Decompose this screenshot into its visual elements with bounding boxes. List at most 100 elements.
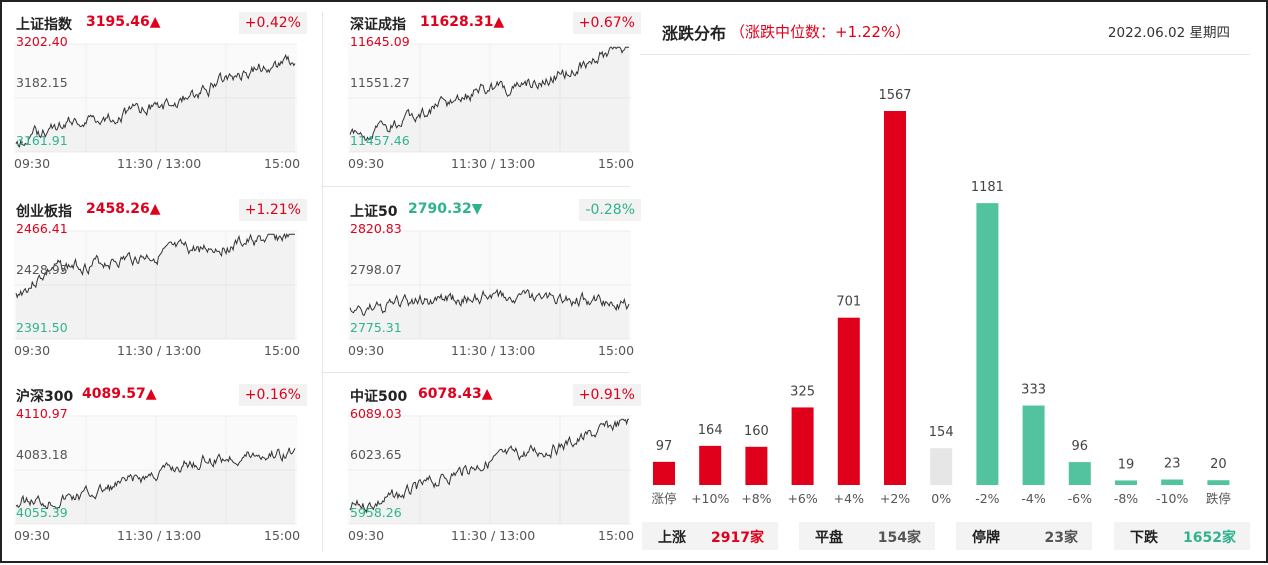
time-start: 09:30 xyxy=(14,156,51,171)
bar-category-label: +4% xyxy=(834,491,864,506)
summary-value: 154家 xyxy=(877,530,921,546)
index-sparkline xyxy=(348,415,631,525)
bar-11[interactable] xyxy=(1161,479,1184,485)
median-change: （涨跌中位数：+1.22%） xyxy=(730,23,911,41)
index-name: 创业板指 xyxy=(16,204,72,220)
bar-8[interactable] xyxy=(1022,405,1045,485)
bar-value-label: 325 xyxy=(790,384,815,399)
bar-category-label: -10% xyxy=(1156,491,1188,506)
bar-5[interactable] xyxy=(884,111,906,485)
bar-category-label: -4% xyxy=(1021,491,1045,506)
bar-category-label: -6% xyxy=(1068,491,1092,506)
tick-low: 5958.26 xyxy=(350,505,402,520)
bar-3[interactable] xyxy=(791,407,814,485)
bar-category-label: +10% xyxy=(691,491,729,506)
time-end: 15:00 xyxy=(264,528,301,543)
time-start: 09:30 xyxy=(348,156,385,171)
tick-mid: 4083.18 xyxy=(16,447,68,462)
index-change: -0.28% xyxy=(579,199,641,221)
tick-mid: 6023.65 xyxy=(350,447,402,462)
index-value: 6078.43▲ xyxy=(418,386,493,402)
index-card-hs300[interactable]: 沪深300 4089.57▲ +0.16% 4110.97 4083.18 40… xyxy=(14,374,309,554)
bar-value-label: 97 xyxy=(656,439,673,454)
tick-low: 4055.39 xyxy=(16,505,68,520)
bar-category-label: -8% xyxy=(1114,491,1138,506)
bar-6[interactable] xyxy=(930,448,953,485)
bar-value-label: 1181 xyxy=(971,180,1004,195)
time-mid: 11:30 / 13:00 xyxy=(117,343,202,358)
title-divider xyxy=(640,54,1250,55)
bar-category-label: 涨停 xyxy=(651,491,676,506)
bar-7[interactable] xyxy=(976,203,999,486)
spark-line xyxy=(15,232,295,299)
summary-label: 下跌 xyxy=(1130,530,1158,546)
tick-low: 2775.31 xyxy=(350,320,402,335)
bar-10[interactable] xyxy=(1115,480,1137,485)
summary-suspended: 停牌 23家 xyxy=(956,522,1092,550)
spark-line xyxy=(349,46,629,141)
bar-category-label: 跌停 xyxy=(1206,491,1231,506)
bar-value-label: 19 xyxy=(1118,457,1135,472)
index-value: 2458.26▲ xyxy=(86,201,161,217)
index-card-zz500[interactable]: 中证500 6078.43▲ +0.91% 6089.03 6023.65 59… xyxy=(348,374,643,554)
summary-label: 平盘 xyxy=(815,530,843,546)
time-mid: 11:30 / 13:00 xyxy=(117,156,202,171)
distribution-title: 涨跌分布 xyxy=(662,24,727,43)
bar-value-label: 154 xyxy=(929,425,954,440)
time-end: 15:00 xyxy=(264,343,301,358)
tick-mid: 2798.07 xyxy=(350,262,402,277)
index-card-cybz[interactable]: 创业板指 2458.26▲ +1.21% 2466.41 2428.95 239… xyxy=(14,189,309,369)
index-name: 中证500 xyxy=(350,389,408,405)
tick-low: 3161.91 xyxy=(16,133,68,148)
time-mid: 11:30 / 13:00 xyxy=(451,156,536,171)
index-value: 4089.57▲ xyxy=(82,386,157,402)
bar-value-label: 1567 xyxy=(878,88,911,103)
time-end: 15:00 xyxy=(598,343,635,358)
summary-value: 2917家 xyxy=(711,530,764,546)
tick-mid: 3182.15 xyxy=(16,75,68,90)
index-name: 上证指数 xyxy=(16,17,72,33)
time-start: 09:30 xyxy=(14,528,51,543)
summary-down: 下跌 1652家 xyxy=(1114,522,1250,550)
bar-4[interactable] xyxy=(837,317,860,485)
bar-category-label: 0% xyxy=(931,491,951,506)
summary-value: 23家 xyxy=(1044,530,1078,546)
time-start: 09:30 xyxy=(348,343,385,358)
summary-value: 1652家 xyxy=(1183,530,1236,546)
bar-value-label: 333 xyxy=(1021,383,1046,398)
index-change: +0.42% xyxy=(238,12,307,34)
summary-flat: 平盘 154家 xyxy=(799,522,935,550)
time-start: 09:30 xyxy=(14,343,51,358)
tick-mid: 2428.95 xyxy=(16,262,68,277)
bar-2[interactable] xyxy=(745,446,768,485)
index-value: 2790.32▼ xyxy=(408,201,483,217)
tick-high: 4110.97 xyxy=(16,406,68,421)
index-card-sz50[interactable]: 上证50 2790.32▼ -0.28% 2820.83 2798.07 277… xyxy=(348,189,643,369)
distribution-bar-chart: 97 涨停 164 +10% 160 +8% 325 +6% 701 +4% 1567 +2% 154 0… xyxy=(651,88,1231,506)
index-card-szcz[interactable]: 深证成指 11628.31▲ +0.67% 11645.09 11551.27 … xyxy=(348,2,643,182)
spark-line xyxy=(349,288,630,317)
index-name: 深证成指 xyxy=(350,17,406,33)
summary-label: 上涨 xyxy=(658,530,686,546)
summary-label: 停牌 xyxy=(972,530,1000,546)
time-end: 15:00 xyxy=(598,156,635,171)
bar-1[interactable] xyxy=(699,445,722,485)
index-change: +0.16% xyxy=(238,384,307,406)
bar-value-label: 160 xyxy=(744,424,769,439)
index-change: +0.67% xyxy=(572,12,641,34)
divider-horizontal xyxy=(322,372,630,373)
bar-value-label: 164 xyxy=(698,423,723,438)
index-name: 沪深300 xyxy=(16,389,74,405)
tick-mid: 11551.27 xyxy=(350,75,410,90)
time-mid: 11:30 / 13:00 xyxy=(117,528,202,543)
index-card-shzs[interactable]: 上证指数 3195.46▲ +0.42% 3202.40 3182.15 316… xyxy=(14,2,309,182)
bar-12[interactable] xyxy=(1207,480,1230,485)
bar-value-label: 20 xyxy=(1210,457,1227,472)
trade-date: 2022.06.02 星期四 xyxy=(1107,25,1230,41)
index-change: +1.21% xyxy=(238,199,307,221)
bar-9[interactable] xyxy=(1068,462,1091,485)
spark-line xyxy=(15,53,296,148)
tick-low: 11457.46 xyxy=(350,133,410,148)
bar-category-label: +8% xyxy=(741,491,771,506)
bar-0[interactable] xyxy=(653,461,675,485)
